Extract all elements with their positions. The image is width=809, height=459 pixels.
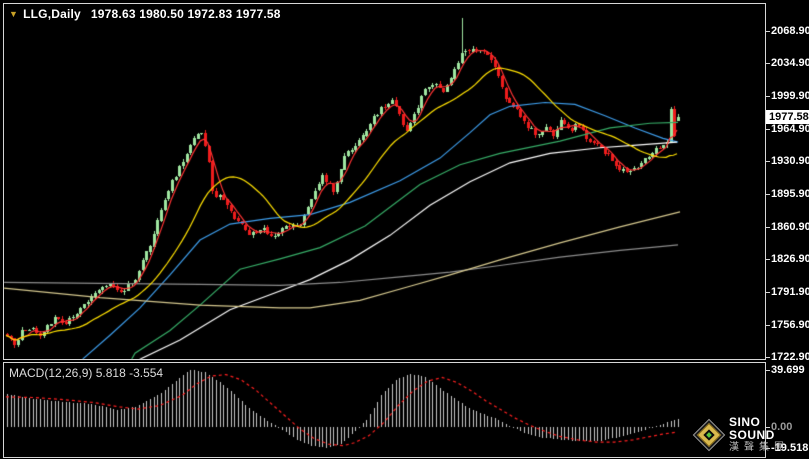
- macd-axis-tick: -19.518: [771, 442, 809, 454]
- macd-axis-tick-tickmark: [765, 370, 770, 371]
- price-axis-tick-tickmark: [765, 31, 770, 32]
- price-axis-tick: 1791.90: [771, 286, 809, 298]
- price-axis-tick-tickmark: [765, 194, 770, 195]
- macd-axis-tick: 39.699: [771, 364, 805, 376]
- macd-axis-tick: 0.00: [771, 421, 793, 433]
- symbol-marker-icon: ▼: [9, 9, 19, 19]
- price-axis-tick-tickmark: [765, 259, 770, 260]
- macd-axis-tick-tickmark: [765, 427, 770, 428]
- price-axis-tick-tickmark: [765, 63, 770, 64]
- logo-text-en: SINO SOUND: [729, 415, 775, 442]
- sino-sound-logo: SINO SOUND 漢聲集團: [692, 416, 809, 454]
- price-axis-tick: 1930.90: [771, 155, 809, 167]
- current-price-tag: 1977.58: [766, 110, 809, 124]
- price-axis-tick-tickmark: [765, 357, 770, 358]
- price-axis-tick: 1826.90: [771, 253, 809, 265]
- price-axis-tick: 2068.90: [771, 25, 809, 37]
- price-axis-tick: 1964.90: [771, 123, 809, 135]
- quote-values: 1978.63 1980.50 1972.83 1977.58: [90, 7, 281, 21]
- price-axis-tick: 1895.90: [771, 188, 809, 200]
- logo-diamond-icon: [692, 418, 726, 452]
- price-axis-tick-tickmark: [765, 325, 770, 326]
- chart-header: ▼ LLG,Daily 1978.63 1980.50 1972.83 1977.5…: [9, 7, 281, 21]
- price-axis-tick: 1999.90: [771, 90, 809, 102]
- macd-indicator-name: MACD(12,26,9): [9, 366, 93, 380]
- logo-text-cn: 漢聲集團: [729, 442, 789, 453]
- price-axis-tick: 1722.90: [771, 351, 809, 363]
- macd-indicator-values: 5.818 -3.554: [95, 366, 164, 380]
- price-axis-tick-tickmark: [765, 96, 770, 97]
- price-axis-tick-tickmark: [765, 227, 770, 228]
- price-axis-tick-tickmark: [765, 292, 770, 293]
- macd-axis-tick-tickmark: [765, 448, 770, 449]
- macd-indicator-label: MACD(12,26,9) 5.818 -3.554: [9, 366, 163, 380]
- price-axis-tick-tickmark: [765, 161, 770, 162]
- price-axis-tick: 1860.90: [771, 221, 809, 233]
- price-axis-tick: 1756.90: [771, 319, 809, 331]
- symbol-title: LLG,Daily: [23, 7, 81, 21]
- price-axis-tick-tickmark: [765, 129, 770, 130]
- price-axis-tick: 2034.90: [771, 57, 809, 69]
